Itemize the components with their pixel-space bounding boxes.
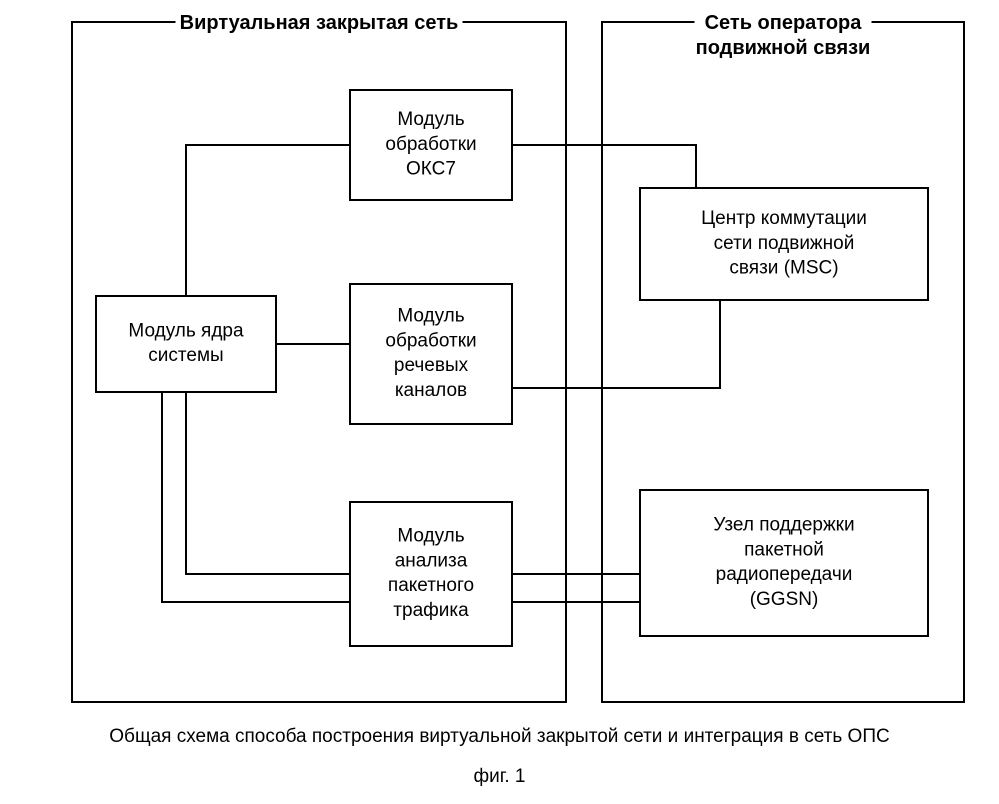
group-title-left: Виртуальная закрытая сеть <box>180 12 459 34</box>
node-ggsn: Узел поддержкипакетнойрадиопередачи(GGSN… <box>640 490 928 636</box>
caption: Общая схема способа построения виртуальн… <box>109 726 889 747</box>
edge-core-packet <box>186 392 350 574</box>
node-box-ggsn <box>640 490 928 636</box>
edge-core-oks7 <box>186 145 350 296</box>
edge-oks7-msc <box>512 145 696 188</box>
node-oks7: МодульобработкиОКС7 <box>350 90 512 200</box>
node-speech: Модульобработкиречевыхканалов <box>350 284 512 424</box>
node-core: Модуль ядрасистемы <box>96 296 276 392</box>
figure-label: фиг. 1 <box>474 766 526 787</box>
node-packet: Модульанализапакетноготрафика <box>350 502 512 646</box>
node-msc: Центр коммутациисети подвижнойсвязи (MSC… <box>640 188 928 300</box>
node-box-packet <box>350 502 512 646</box>
node-box-core <box>96 296 276 392</box>
edge-speech-msc <box>512 300 720 388</box>
